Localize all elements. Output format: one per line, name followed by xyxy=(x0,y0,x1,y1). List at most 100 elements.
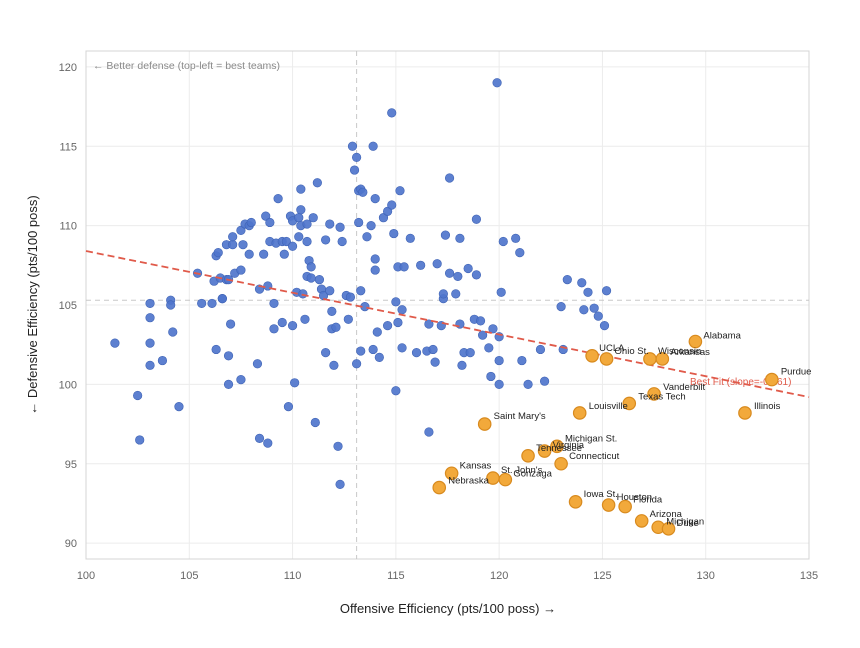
team-point xyxy=(290,378,300,388)
team-label: Nebraska xyxy=(448,476,489,487)
team-point xyxy=(562,275,572,285)
y-tick-label: 110 xyxy=(59,221,77,233)
highlighted-team-point xyxy=(550,439,564,454)
team-point xyxy=(374,352,384,362)
team-point xyxy=(362,232,372,242)
team-point xyxy=(157,355,168,366)
team-point xyxy=(356,286,366,296)
team-point xyxy=(440,230,451,240)
team-label: Kansas xyxy=(460,460,492,471)
team-point xyxy=(277,317,287,328)
team-point xyxy=(133,390,143,401)
team-point xyxy=(287,321,298,331)
team-point xyxy=(228,240,238,250)
team-point xyxy=(310,417,320,428)
team-point xyxy=(145,313,155,323)
team-point xyxy=(335,222,345,232)
team-label: Alabama xyxy=(703,331,741,342)
team-point xyxy=(583,287,593,297)
highlighted-team-point xyxy=(554,456,568,471)
team-point xyxy=(372,327,382,337)
y-tick-label: 120 xyxy=(59,62,77,74)
team-label: Tennessee xyxy=(536,443,582,454)
highlighted-team-point xyxy=(599,352,614,366)
team-point xyxy=(345,292,356,302)
highlighted-team-point xyxy=(661,522,676,536)
team-label: Illinois xyxy=(754,401,781,412)
team-point xyxy=(399,262,409,272)
x-tick-label: 125 xyxy=(593,570,611,582)
team-point xyxy=(494,355,504,366)
highlighted-team-point xyxy=(655,352,670,366)
team-point xyxy=(302,236,312,247)
y-tick-label: 115 xyxy=(59,141,77,153)
team-point xyxy=(523,379,533,389)
highlighted-team-point xyxy=(765,372,779,387)
team-point xyxy=(368,141,378,151)
team-point xyxy=(511,233,521,243)
team-point xyxy=(391,297,401,307)
team-point xyxy=(515,248,525,258)
team-point xyxy=(308,213,318,223)
highlighted-team-point xyxy=(585,348,599,363)
team-point xyxy=(312,178,322,188)
team-point xyxy=(430,357,440,367)
x-axis-title: Offensive Efficiency (pts/100 poss) → xyxy=(340,601,556,616)
team-label: Purdue xyxy=(781,367,812,378)
highlighted-team-point xyxy=(618,499,632,514)
team-point xyxy=(296,184,306,194)
team-point xyxy=(589,303,599,313)
team-point xyxy=(236,265,246,275)
team-point xyxy=(217,294,227,304)
team-point xyxy=(294,232,304,242)
team-point xyxy=(337,236,347,247)
team-point xyxy=(498,236,508,247)
team-point xyxy=(444,268,455,278)
team-point xyxy=(368,344,378,355)
team-point xyxy=(424,319,434,329)
team-point xyxy=(168,327,178,337)
team-point xyxy=(484,343,494,353)
highlighted-team-point xyxy=(521,449,535,463)
team-point xyxy=(343,314,353,324)
highlighted-team-point xyxy=(634,514,649,528)
y-axis-title: ← Defensive Efficiency (pts/100 poss) xyxy=(25,195,40,414)
team-label: Wisconsin xyxy=(658,346,701,357)
team-point xyxy=(325,219,335,229)
team-point xyxy=(395,186,405,196)
team-point xyxy=(405,233,415,243)
team-point xyxy=(352,359,362,369)
team-point xyxy=(382,321,393,331)
team-point xyxy=(370,265,380,275)
team-point xyxy=(471,214,482,224)
team-point xyxy=(246,217,256,228)
team-label: Arkansas xyxy=(670,347,710,358)
team-point xyxy=(535,344,546,355)
team-label: Arizona xyxy=(650,509,683,520)
team-point xyxy=(356,346,366,356)
team-label: Iowa St. xyxy=(584,489,618,500)
team-label: UCLA xyxy=(599,343,625,354)
x-tick-label: 110 xyxy=(284,570,302,582)
team-point xyxy=(314,275,325,285)
team-point xyxy=(263,438,273,448)
fit-line xyxy=(85,250,810,398)
team-point xyxy=(488,324,498,334)
team-label: Saint Mary's xyxy=(494,411,546,422)
team-label: Ohio St. xyxy=(615,346,649,357)
team-point xyxy=(333,441,343,451)
team-point xyxy=(347,141,358,151)
team-point xyxy=(325,286,335,296)
y-tick-label: 100 xyxy=(59,379,77,391)
team-label: Connecticut xyxy=(569,451,620,462)
team-point xyxy=(261,211,271,221)
team-point xyxy=(471,270,482,280)
team-point xyxy=(382,206,393,216)
team-point xyxy=(300,314,310,324)
highlighted-team-point xyxy=(568,495,583,509)
team-point xyxy=(174,402,184,412)
team-point xyxy=(517,355,527,366)
team-point xyxy=(387,108,397,118)
